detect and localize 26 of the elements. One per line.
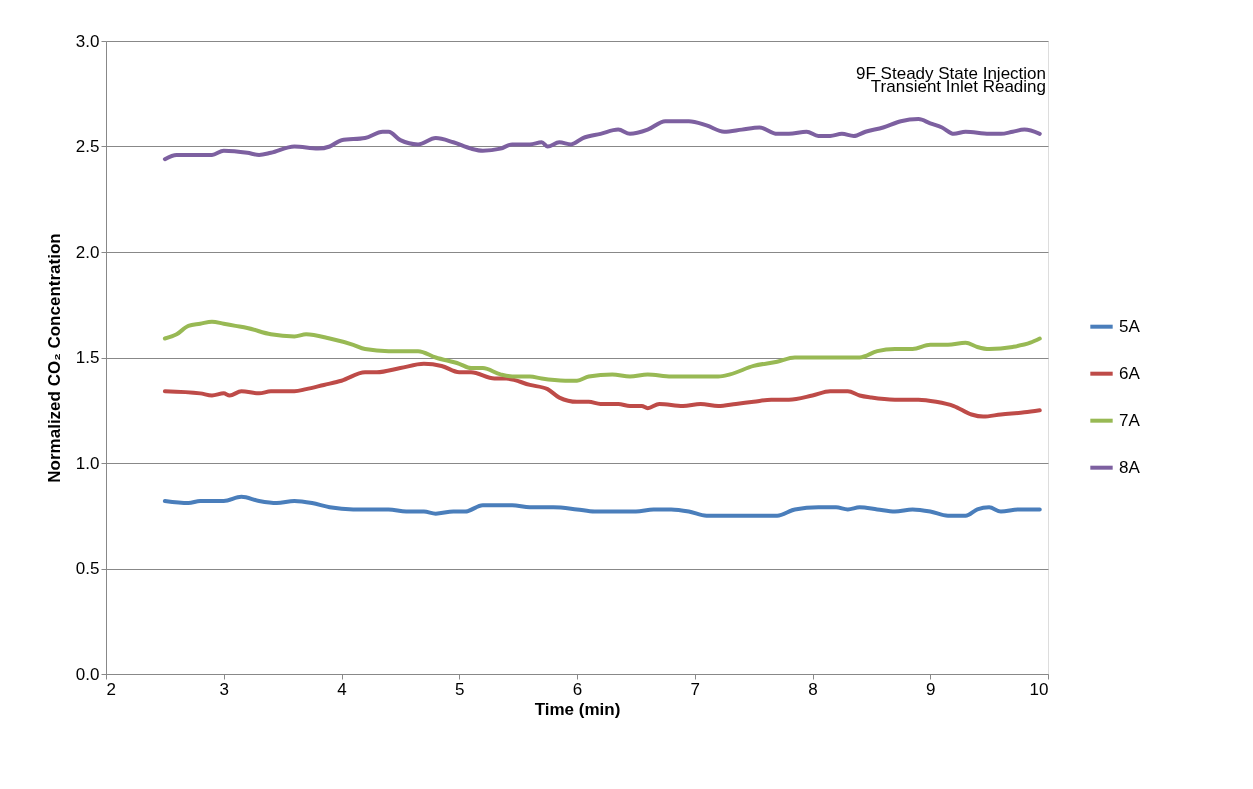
y-tick-label: 1.0 [75, 453, 100, 473]
x-tick-label: 9 [926, 679, 936, 699]
x-axis-title: Time (min) [534, 699, 621, 719]
y-axis-title: Normalized CO₂ Concentration [44, 233, 64, 483]
y-tick-label: 3.0 [75, 31, 100, 51]
line-series [162, 361, 1042, 419]
x-tick-label: 6 [572, 679, 583, 699]
legend-label: 8A [1119, 457, 1141, 477]
legend-label: 5A [1119, 316, 1141, 336]
line-series [162, 319, 1042, 383]
line-series [162, 494, 1042, 518]
y-tick-label: 0.5 [75, 559, 100, 578]
x-tick-label: 10 [1029, 679, 1049, 699]
y-tick-label: 0.0 [75, 664, 100, 684]
y-tick-label: 2.0 [75, 242, 100, 262]
x-tick-label: 3 [219, 679, 229, 699]
y-tick-label: 2.5 [75, 137, 100, 156]
legend-label: 6A [1119, 363, 1141, 383]
line-series [162, 117, 1042, 162]
y-tick-label: 1.5 [75, 348, 100, 367]
x-tick-label: 5 [455, 679, 465, 699]
legend-label: 7A [1119, 410, 1141, 430]
x-tick-label: 8 [808, 679, 818, 699]
x-tick-label: 2 [106, 679, 116, 699]
x-tick-label: 7 [690, 679, 700, 699]
x-tick-label: 4 [337, 679, 347, 699]
